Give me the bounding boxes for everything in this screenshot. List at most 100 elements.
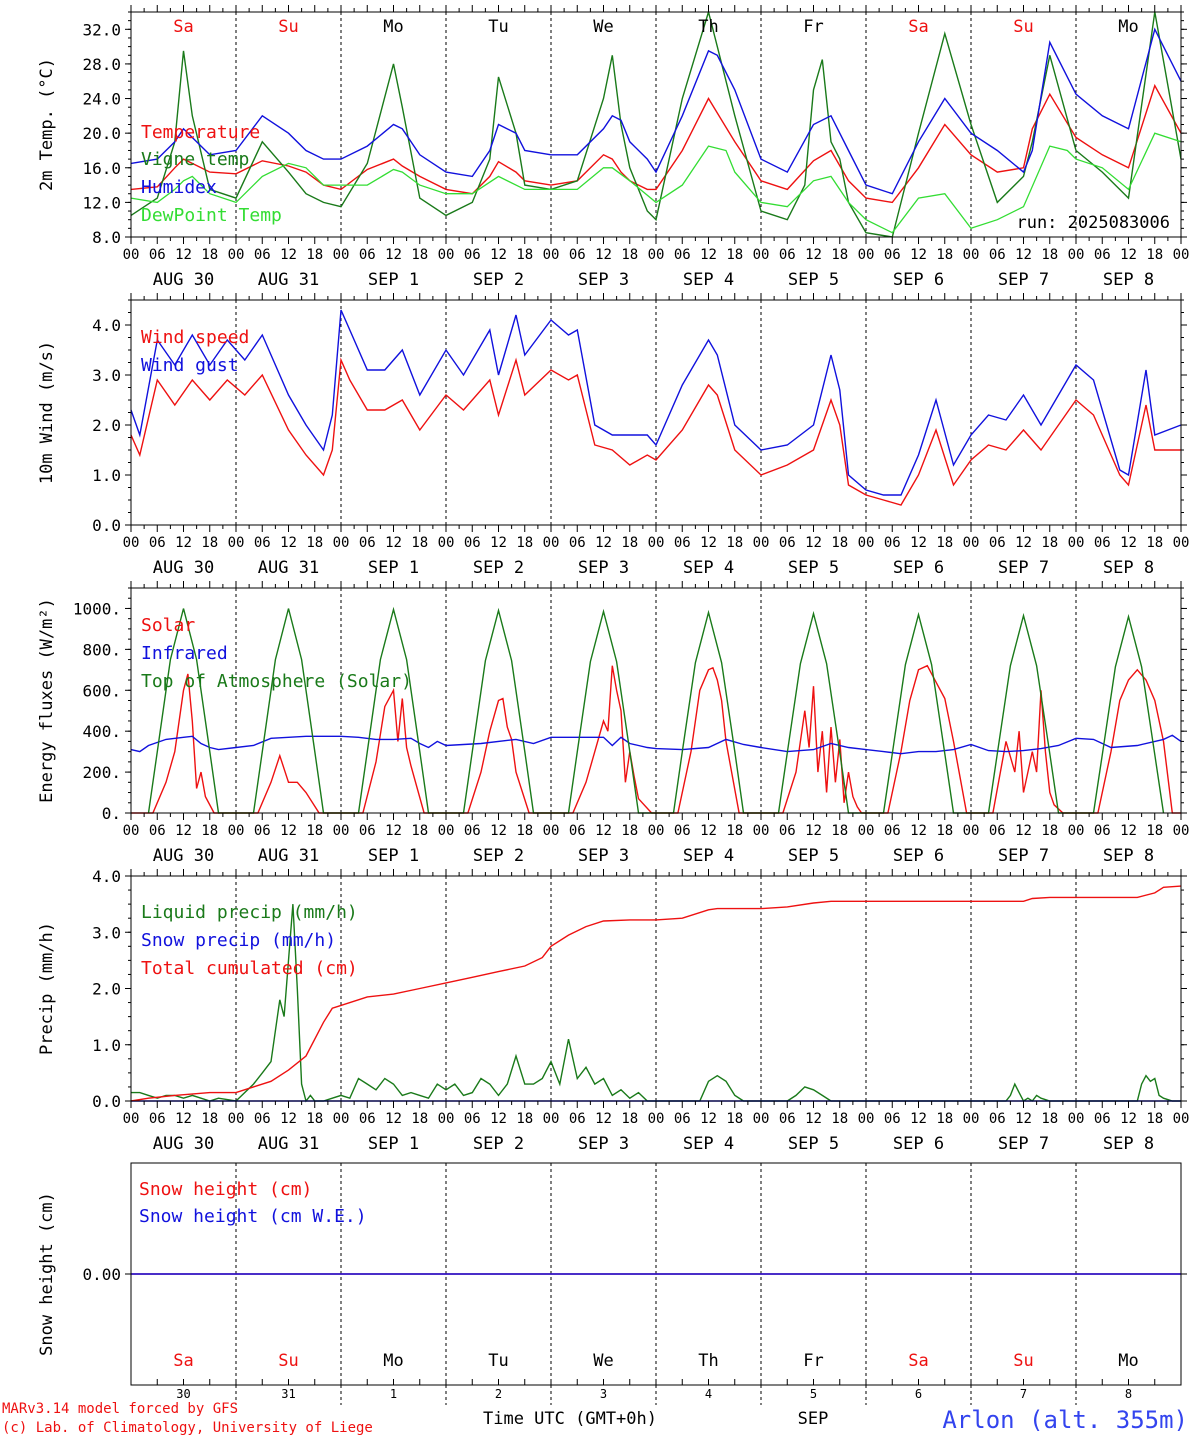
legend-entry: Wind gust xyxy=(141,355,239,376)
y-tick-label: 3.0 xyxy=(92,366,121,385)
x-date-label: AUG 30 xyxy=(153,558,214,578)
x-hour-label: 18 xyxy=(936,1111,953,1127)
series-line-infrared xyxy=(130,734,1182,755)
y-axis-label: Energy fluxes (W/m²) xyxy=(37,598,57,803)
x-hour-label: 18 xyxy=(1146,823,1163,839)
x-hour-label: 06 xyxy=(884,823,901,839)
x-hour-label: 12 xyxy=(385,535,402,551)
x-hour-label: 06 xyxy=(989,823,1006,839)
x-hour-label: 06 xyxy=(1094,535,1111,551)
x-date-label: AUG 31 xyxy=(258,846,319,866)
x-hour-label: 00 xyxy=(1173,535,1190,551)
y-tick-label: 0.00 xyxy=(82,1265,121,1284)
x-date-label: SEP 2 xyxy=(473,270,524,290)
x-hour-label: 12 xyxy=(175,535,192,551)
x-hour-label: 06 xyxy=(1094,247,1111,263)
day-number-label: 1 xyxy=(390,1387,397,1401)
x-date-label: SEP 8 xyxy=(1103,558,1154,578)
series-line-wind-speed xyxy=(130,357,1181,506)
x-date-label: SEP 5 xyxy=(788,558,839,578)
y-tick-label: 0.0 xyxy=(92,516,121,535)
x-hour-label: 06 xyxy=(569,247,586,263)
x-hour-label: 12 xyxy=(490,823,507,839)
x-hour-label: 18 xyxy=(726,535,743,551)
x-hour-label: 06 xyxy=(569,535,586,551)
x-hour-label: 12 xyxy=(490,247,507,263)
x-hour-label: 18 xyxy=(1041,247,1058,263)
x-hour-label: 00 xyxy=(228,1111,245,1127)
x-hour-label: 12 xyxy=(910,823,927,839)
x-hour-label: 12 xyxy=(595,1111,612,1127)
x-hour-label: 06 xyxy=(359,823,376,839)
model-credit: MARv3.14 model forced by GFS xyxy=(2,1401,238,1417)
legend-entry: Snow height (cm W.E.) xyxy=(139,1206,367,1227)
day-name-label: Su xyxy=(278,1351,298,1371)
x-date-label: SEP 4 xyxy=(683,558,734,578)
x-date-label: SEP 6 xyxy=(893,270,944,290)
x-date-label: SEP 1 xyxy=(368,846,419,866)
x-hour-label: 00 xyxy=(858,1111,875,1127)
x-hour-label: 00 xyxy=(438,1111,455,1127)
y-tick-label: 400. xyxy=(82,722,121,741)
x-date-label: AUG 30 xyxy=(153,846,214,866)
x-hour-label: 00 xyxy=(543,1111,560,1127)
temperature-panel: 8.0 12.0 16.0 20.0 24.0 28.0 32.0 2m Temp. (°C)… xyxy=(37,5,1189,290)
x-hour-label: 12 xyxy=(910,1111,927,1127)
snow-panel: 0.00 Snow height (cm) Sa 30 Su 31 Mo 1 Tu 2 We 3 Th 4… xyxy=(37,1162,1187,1405)
x-hour-label: 00 xyxy=(1173,823,1190,839)
x-hour-label: 18 xyxy=(1041,1111,1058,1127)
x-hour-label: 06 xyxy=(779,247,796,263)
x-hour-label: 12 xyxy=(595,535,612,551)
x-date-label: SEP 6 xyxy=(893,558,944,578)
x-hour-label: 18 xyxy=(936,247,953,263)
x-hour-label: 00 xyxy=(858,247,875,263)
x-hour-label: 06 xyxy=(1094,823,1111,839)
x-hour-label: 06 xyxy=(569,1111,586,1127)
y-axis-label: Precip (mm/h) xyxy=(37,922,57,1055)
x-hour-label: 18 xyxy=(411,535,428,551)
x-hour-label: 00 xyxy=(1068,247,1085,263)
x-hour-label: 12 xyxy=(910,535,927,551)
day-name-label: Fr xyxy=(803,17,823,37)
day-name-label: Tu xyxy=(488,17,508,37)
x-hour-label: 00 xyxy=(648,1111,665,1127)
x-hour-label: 18 xyxy=(831,823,848,839)
legend-entry: Solar xyxy=(141,615,195,636)
x-hour-label: 18 xyxy=(1041,823,1058,839)
legend-entry: Snow height (cm) xyxy=(139,1179,312,1200)
x-hour-label: 18 xyxy=(726,247,743,263)
x-date-label: SEP 6 xyxy=(893,846,944,866)
x-hour-label: 18 xyxy=(621,535,638,551)
legend-entry: Snow precip (mm/h) xyxy=(141,930,336,951)
x-hour-label: 18 xyxy=(201,535,218,551)
legend-entry: Vigne temp xyxy=(141,149,249,170)
x-hour-label: 00 xyxy=(228,823,245,839)
x-hour-label: 18 xyxy=(306,535,323,551)
x-hour-label: 00 xyxy=(963,823,980,839)
x-hour-label: 00 xyxy=(858,535,875,551)
x-hour-label: 18 xyxy=(831,535,848,551)
x-hour-label: 06 xyxy=(989,247,1006,263)
x-date-label: AUG 30 xyxy=(153,270,214,290)
x-hour-label: 06 xyxy=(254,823,271,839)
y-tick-label: 32.0 xyxy=(82,20,121,39)
legend-entry: Top of Atmosphere (Solar) xyxy=(141,671,412,692)
x-date-label: SEP 3 xyxy=(578,270,629,290)
legend-entry: Total cumulated (cm) xyxy=(141,958,358,979)
y-axis-label: Snow height (cm) xyxy=(37,1192,57,1356)
x-hour-label: 12 xyxy=(490,1111,507,1127)
x-hour-label: 18 xyxy=(726,1111,743,1127)
x-hour-label: 12 xyxy=(1120,247,1137,263)
x-hour-label: 18 xyxy=(516,1111,533,1127)
lab-credit: (c) Lab. of Climatology, University of L… xyxy=(2,1420,373,1436)
x-hour-label: 06 xyxy=(779,823,796,839)
x-hour-label: 00 xyxy=(123,535,140,551)
x-hour-label: 18 xyxy=(1146,535,1163,551)
day-number-label: 3 xyxy=(600,1387,607,1401)
x-hour-label: 06 xyxy=(884,535,901,551)
y-axis-label: 2m Temp. (°C) xyxy=(37,58,57,191)
day-name-label: Su xyxy=(1013,1351,1033,1371)
day-name-label: We xyxy=(593,1351,613,1371)
x-hour-label: 12 xyxy=(595,247,612,263)
x-date-label: SEP 5 xyxy=(788,270,839,290)
